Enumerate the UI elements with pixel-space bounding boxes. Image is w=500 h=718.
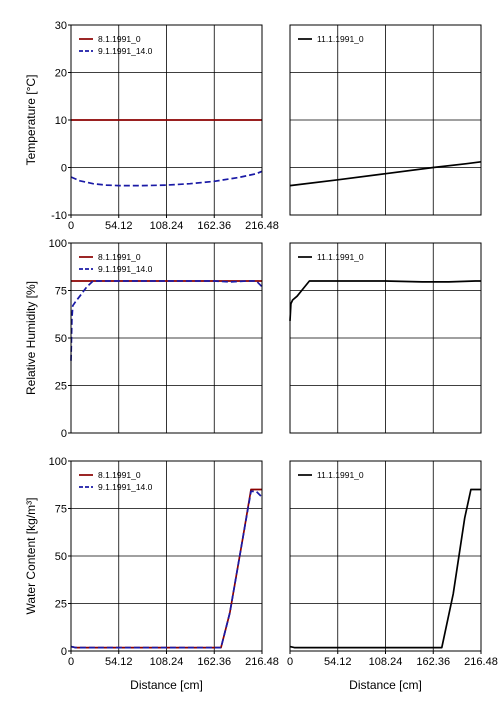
x-tick-label: 216.48 (245, 220, 279, 232)
x-tick-label: 162.36 (197, 656, 231, 668)
legend-label: 8.1.1991_0 (98, 470, 141, 480)
legend-label: 11.1.1991_0 (317, 252, 364, 262)
legend-label: 9.1.1991_14.0 (98, 264, 153, 274)
series-line-2 (70, 490, 263, 649)
legend-label: 11.1.1991_0 (317, 34, 364, 44)
plot-border (289, 24, 482, 216)
legend-label: 11.1.1991_0 (317, 470, 364, 480)
y-tick-label: 20 (55, 68, 67, 80)
y-tick-label: 0 (61, 646, 67, 658)
x-tick-label: 216.48 (464, 656, 498, 668)
y-tick-label: 25 (55, 599, 67, 611)
y-axis-label: Water Content [kg/m³] (24, 498, 38, 615)
y-axis-label: Relative Humidity [%] (24, 281, 38, 395)
series-group (70, 119, 263, 187)
y-tick-label: 0 (61, 163, 67, 175)
y-tick-label: 50 (55, 551, 67, 563)
series-line-2 (70, 280, 263, 361)
x-tick-label: 54.12 (105, 220, 133, 232)
x-tick-label: 0 (68, 656, 74, 668)
x-tick-label: 54.12 (105, 656, 133, 668)
legend-label: 9.1.1991_14.0 (98, 482, 153, 492)
y-tick-label: 75 (55, 286, 67, 298)
series-group (70, 488, 263, 649)
y-tick-label: 30 (55, 20, 67, 32)
y-tick-label: 100 (49, 456, 67, 468)
series-line-1 (289, 488, 481, 649)
chart-panel-3: 8.1.1991_0 9.1.1991_14.0 0 25 50 75 100 Relativ… (24, 238, 263, 440)
x-tick-label: 108.24 (369, 656, 403, 668)
legend-label: 8.1.1991_0 (98, 34, 141, 44)
series-group (289, 280, 481, 321)
x-tick-label: 162.36 (197, 220, 231, 232)
x-tick-label: 54.12 (324, 656, 352, 668)
series-group (289, 160, 482, 187)
series-group (70, 280, 263, 361)
chart-panel-6: 11.1.1991_0 0 54.12 108.24 162.36 216.48 Dista… (287, 460, 498, 692)
x-tick-label: 108.24 (150, 220, 184, 232)
legend-label: 8.1.1991_0 (98, 252, 141, 262)
plot-border (289, 242, 482, 434)
x-axis-label: Distance [cm] (130, 678, 203, 692)
series-group (289, 488, 481, 649)
legend-label: 9.1.1991_14.0 (98, 46, 153, 56)
y-axis-label: Temperature [°C] (24, 75, 38, 166)
x-tick-label: 0 (287, 656, 293, 668)
x-axis-label: Distance [cm] (349, 678, 422, 692)
chart-panel-5: 8.1.1991_0 9.1.1991_14.0 0 25 50 75 100 0 54.12 1… (24, 456, 279, 692)
x-tick-label: 0 (68, 220, 74, 232)
y-tick-label: -10 (51, 210, 67, 222)
y-tick-label: 25 (55, 381, 67, 393)
y-tick-label: 75 (55, 504, 67, 516)
x-tick-label: 216.48 (245, 656, 279, 668)
series-line-1 (289, 160, 482, 187)
chart-panel-2: 11.1.1991_0 (289, 24, 482, 216)
y-tick-label: 50 (55, 333, 67, 345)
y-tick-label: 10 (55, 115, 67, 127)
y-tick-label: 100 (49, 238, 67, 250)
series-line-1 (289, 280, 481, 321)
x-tick-label: 108.24 (150, 656, 184, 668)
y-tick-label: 0 (61, 428, 67, 440)
series-line-2 (70, 170, 263, 187)
x-tick-label: 162.36 (416, 656, 450, 668)
chart-panel-4: 11.1.1991_0 (289, 242, 482, 434)
